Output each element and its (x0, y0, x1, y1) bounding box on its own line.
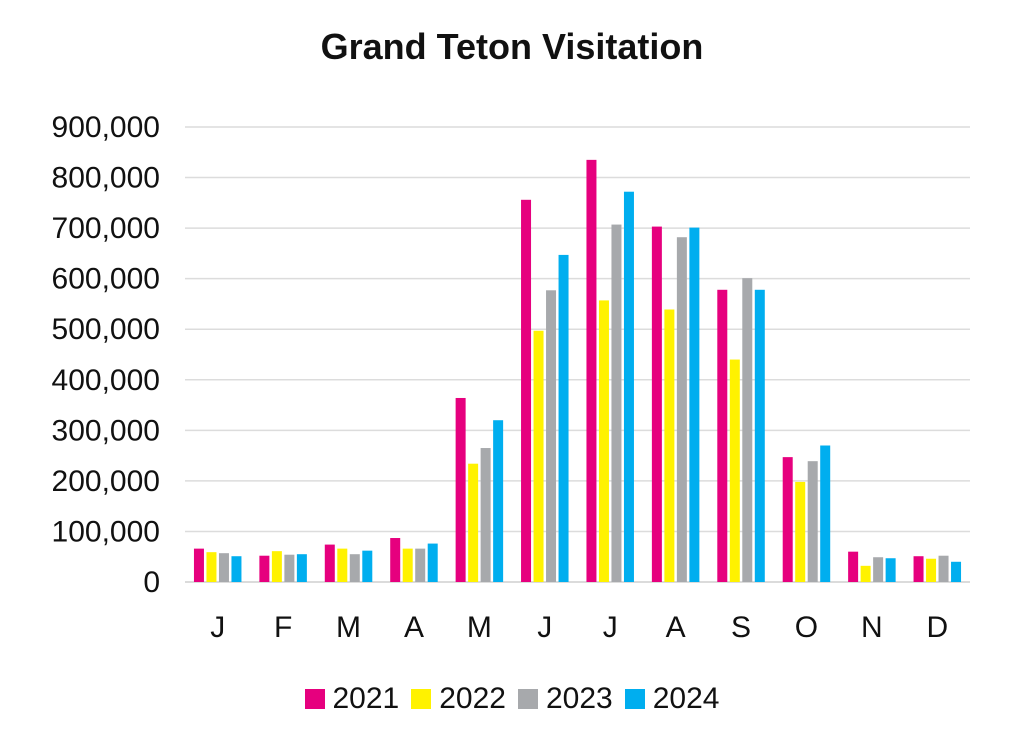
bar-2021-9 (717, 289, 728, 582)
legend-item-2021: 2021 (304, 682, 400, 716)
bar-2022-9 (729, 359, 740, 582)
bar-2022-4 (402, 548, 413, 582)
bar-2021-11 (848, 551, 859, 582)
bar-2023-1 (218, 553, 229, 582)
bar-2022-11 (860, 565, 871, 582)
y-tick-label: 300,000 (52, 414, 160, 447)
bar-2024-8 (689, 227, 700, 582)
bar-2023-3 (349, 554, 360, 582)
legend-swatch (304, 689, 325, 709)
bar-2023-12 (938, 555, 949, 582)
y-axis-tick-labels: 0 100,000 200,000 300,000 400,000 500,000 600,… (52, 111, 160, 599)
bar-2024-10 (820, 445, 831, 582)
bar-2022-1 (206, 552, 217, 582)
bar-2021-12 (913, 556, 924, 582)
bar-2022-3 (337, 548, 348, 582)
bar-2022-8 (664, 309, 675, 582)
bars (193, 159, 962, 583)
x-tick-label: F (274, 611, 292, 644)
gridlines (185, 126, 970, 583)
bar-2024-9 (754, 289, 765, 582)
bar-2021-4 (390, 538, 401, 582)
bar-2024-5 (493, 420, 504, 582)
legend-label: 2022 (439, 682, 506, 715)
legend-item-2023: 2023 (518, 682, 613, 716)
bar-2021-2 (259, 555, 270, 582)
bar-2024-3 (362, 550, 373, 582)
bar-2023-8 (676, 237, 687, 582)
bar-2021-1 (193, 548, 204, 582)
x-tick-label: A (666, 611, 686, 644)
bar-2021-6 (521, 199, 532, 583)
x-tick-label: D (926, 611, 948, 644)
bar-2021-3 (324, 544, 335, 582)
legend-label: 2024 (652, 682, 720, 715)
bar-2023-10 (807, 461, 818, 582)
bar-2024-6 (558, 254, 569, 582)
x-tick-label: J (537, 611, 552, 644)
chart-title: Grand Teton Visitation (320, 26, 704, 67)
bar-2023-11 (873, 557, 884, 582)
bar-2022-5 (468, 463, 479, 582)
x-tick-label: N (861, 611, 883, 644)
bar-2024-4 (427, 543, 438, 582)
y-tick-label: 500,000 (52, 313, 160, 346)
legend: 2021 2022 2023 2024 (0, 682, 1024, 716)
legend-item-2022: 2022 (411, 682, 506, 716)
bar-2022-10 (795, 481, 806, 582)
bar-2024-12 (951, 561, 962, 582)
x-tick-label: S (731, 611, 751, 644)
bar-2022-6 (533, 330, 544, 582)
bar-2021-7 (586, 159, 597, 582)
legend-swatch (518, 689, 538, 709)
bar-2023-4 (415, 548, 426, 582)
bar-2022-2 (271, 551, 282, 582)
bar-2024-11 (885, 558, 896, 582)
bar-2023-7 (611, 224, 622, 583)
y-tick-label: 900,000 (52, 111, 160, 144)
x-tick-label: J (603, 611, 618, 644)
y-tick-label: 600,000 (52, 263, 160, 296)
legend-label: 2021 (332, 682, 400, 715)
bar-2022-12 (926, 558, 937, 582)
bar-2022-7 (598, 300, 609, 582)
bar-2023-6 (546, 290, 557, 582)
bar-2024-2 (296, 554, 307, 582)
bar-2024-7 (623, 191, 634, 582)
y-tick-label: 400,000 (52, 364, 160, 397)
bar-2023-5 (480, 448, 491, 582)
x-tick-label: M (336, 611, 361, 644)
y-tick-label: 100,000 (52, 515, 160, 548)
legend-swatch (411, 689, 432, 709)
bar-2023-2 (284, 554, 295, 582)
legend-item-2024: 2024 (624, 682, 720, 716)
bar-2023-9 (742, 278, 753, 582)
bar-2021-8 (651, 226, 662, 582)
y-tick-label: 200,000 (52, 465, 160, 498)
y-tick-label: 800,000 (52, 162, 160, 195)
x-tick-label: A (404, 611, 424, 644)
x-tick-label: J (210, 611, 225, 644)
legend-swatch (624, 689, 645, 709)
bar-2024-1 (231, 556, 242, 582)
bar-2021-5 (455, 397, 466, 582)
y-tick-label: 700,000 (52, 212, 160, 245)
x-tick-label: O (795, 611, 818, 644)
y-tick-label: 0 (143, 566, 160, 599)
x-tick-label: M (467, 611, 492, 644)
legend-label: 2023 (546, 682, 613, 715)
bar-2021-10 (782, 457, 793, 582)
